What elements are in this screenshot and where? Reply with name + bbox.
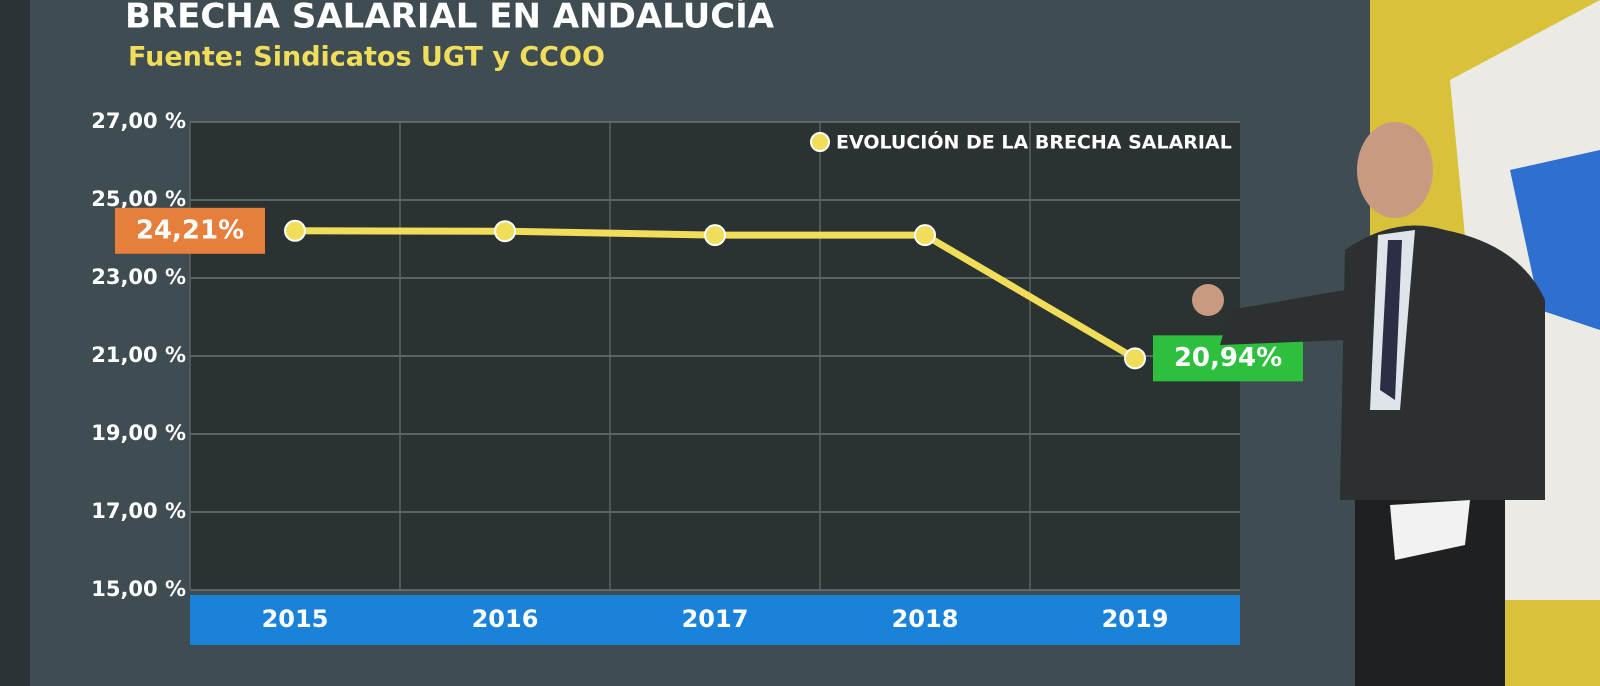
y-tick-label: 27,00 % bbox=[91, 109, 186, 133]
legend-marker bbox=[810, 132, 830, 152]
studio-accent bbox=[1510, 150, 1600, 330]
data-point bbox=[1124, 347, 1146, 370]
presenter-jacket bbox=[1340, 225, 1545, 500]
x-axis-band bbox=[190, 595, 1240, 645]
x-tick-label: 2019 bbox=[1102, 605, 1169, 633]
presenter-paper bbox=[1390, 500, 1470, 560]
data-point bbox=[704, 224, 726, 247]
legend-label: EVOLUCIÓN DE LA BRECHA SALARIAL bbox=[836, 130, 1232, 154]
y-tick-label: 25,00 % bbox=[91, 187, 186, 211]
chart-title: BRECHA SALARIAL EN ANDALUCÍA bbox=[125, 0, 775, 37]
x-tick-label: 2017 bbox=[682, 605, 749, 633]
y-tick-label: 15,00 % bbox=[91, 577, 186, 601]
x-tick-label: 2016 bbox=[472, 605, 539, 633]
x-tick-label: 2015 bbox=[262, 605, 329, 633]
presenter-head bbox=[1357, 122, 1433, 218]
y-tick-label: 17,00 % bbox=[91, 499, 186, 523]
chart-subtitle: Fuente: Sindicatos UGT y CCOO bbox=[128, 42, 605, 73]
y-tick-label: 19,00 % bbox=[91, 421, 186, 445]
presenter-tie bbox=[1380, 240, 1402, 400]
data-point bbox=[494, 220, 516, 243]
presenter-hand bbox=[1192, 284, 1224, 316]
value-label: 24,21% bbox=[136, 215, 244, 245]
data-point bbox=[284, 219, 306, 242]
y-tick-label: 21,00 % bbox=[91, 343, 186, 367]
presenter bbox=[1192, 122, 1545, 686]
y-tick-label: 23,00 % bbox=[91, 265, 186, 289]
x-tick-label: 2018 bbox=[892, 605, 959, 633]
value-label: 20,94% bbox=[1174, 343, 1282, 373]
data-point bbox=[914, 224, 936, 247]
presenter-arm bbox=[1220, 290, 1345, 345]
value-label-box bbox=[115, 207, 265, 254]
